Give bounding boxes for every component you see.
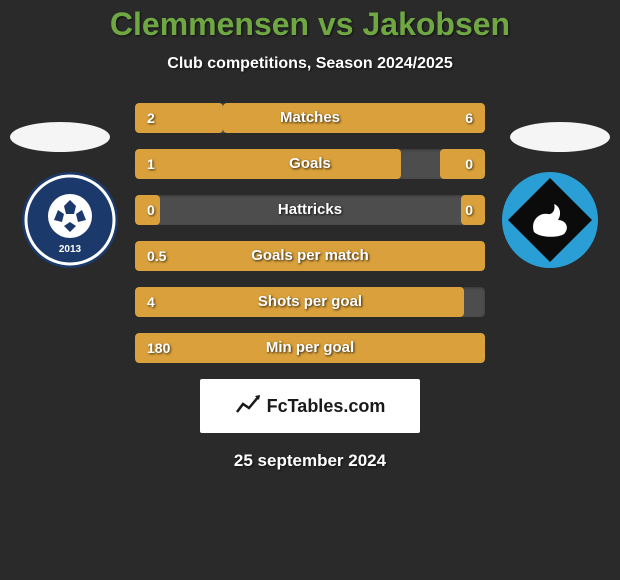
stat-label: Goals per match bbox=[135, 241, 485, 271]
brand-text: FcTables.com bbox=[267, 396, 386, 417]
club-logo-left: 2013 bbox=[20, 170, 120, 270]
stat-row: 10Goals bbox=[135, 149, 485, 179]
stat-row: 0.5Goals per match bbox=[135, 241, 485, 271]
svg-text:2013: 2013 bbox=[59, 244, 82, 255]
stat-label: Goals bbox=[135, 149, 485, 179]
shield-ball-icon: 2013 bbox=[20, 170, 120, 270]
club-logo-right bbox=[500, 170, 600, 270]
date-text: 25 september 2024 bbox=[0, 451, 620, 471]
player-photo-left bbox=[10, 122, 110, 152]
chart-up-icon bbox=[235, 394, 261, 419]
stat-label: Matches bbox=[135, 103, 485, 133]
player-photo-right bbox=[510, 122, 610, 152]
page-subtitle: Club competitions, Season 2024/2025 bbox=[0, 55, 620, 73]
stat-row: 4Shots per goal bbox=[135, 287, 485, 317]
stat-row: 180Min per goal bbox=[135, 333, 485, 363]
stat-row: 26Matches bbox=[135, 103, 485, 133]
comparison-card: Clemmensen vs Jakobsen Club competitions… bbox=[0, 0, 620, 580]
stat-label: Shots per goal bbox=[135, 287, 485, 317]
stat-label: Hattricks bbox=[135, 195, 485, 225]
page-title: Clemmensen vs Jakobsen bbox=[0, 6, 620, 43]
swan-diamond-icon bbox=[500, 170, 600, 270]
stats-panel: 26Matches 10Goals 00Hattricks 0.5Goals per … bbox=[135, 103, 485, 363]
stat-label: Min per goal bbox=[135, 333, 485, 363]
brand-badge[interactable]: FcTables.com bbox=[200, 379, 420, 433]
stat-row: 00Hattricks bbox=[135, 195, 485, 225]
